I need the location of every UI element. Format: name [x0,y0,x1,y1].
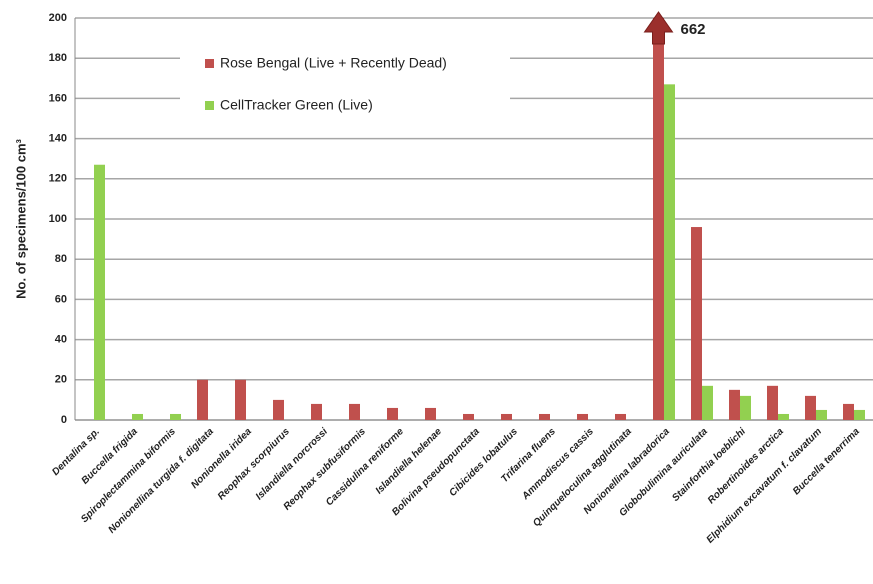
x-tick-label: Islandiella norcrossi [254,426,330,502]
bar [805,395,816,420]
bar [94,164,105,420]
bar [615,413,626,420]
bar [235,379,246,420]
y-tick-label: 100 [49,213,67,225]
bar [816,409,827,420]
overflow-arrow [643,11,674,45]
bar [767,385,778,420]
y-tick-label: 200 [49,12,67,24]
bar [843,403,854,420]
y-tick-label: 40 [55,334,67,346]
bar [425,407,436,420]
bar [664,84,675,420]
y-tick-label: 180 [49,52,67,64]
legend: Rose Bengal (Live + Recently Dead) CellTr… [180,40,510,130]
bar [577,413,588,420]
bar [197,379,208,420]
bar [273,399,284,420]
bar [387,407,398,420]
y-axis-label: No. of specimens/100 cm³ [13,138,28,298]
bar [778,413,789,420]
legend-label: CellTracker Green (Live) [220,97,373,113]
bar [349,403,360,420]
y-tick-label: 20 [55,374,67,386]
bar [501,413,512,420]
bar [691,227,702,420]
bar [702,385,713,420]
bar [311,403,322,420]
bar [539,413,550,420]
data-label: 662 [681,21,706,38]
legend-swatch [205,101,214,110]
y-tick-label: 120 [49,173,67,185]
x-tick-label: Islandiella helenae [374,426,445,497]
bar [740,395,751,420]
y-tick-label: 80 [55,253,67,265]
x-tick-label: Reophax scorpiurus [216,426,292,502]
x-tick-label: Cibicides lobatulus [447,426,520,499]
x-tick-label: Cassidulina reniforme [324,426,406,508]
bar [854,409,865,420]
legend-swatch [205,59,214,68]
y-tick-label: 0 [61,414,67,426]
bar [132,413,143,420]
x-tick-label: Robertinoides arctica [706,426,786,506]
plot-area [94,18,865,420]
x-tick-label: Stainforthia loeblichi [670,426,748,504]
y-tick-label: 60 [55,293,67,305]
legend-label: Rose Bengal (Live + Recently Dead) [220,55,447,71]
bar [463,413,474,420]
x-tick-label: Buccella tenerrima [791,426,862,497]
y-tick-label: 160 [49,92,67,104]
legend-box [180,40,510,130]
y-tick-label: 140 [49,133,67,145]
bar [170,413,181,420]
bar [729,389,740,420]
bar [653,18,664,420]
x-tick-label: Ammodiscus cassis [519,426,596,503]
